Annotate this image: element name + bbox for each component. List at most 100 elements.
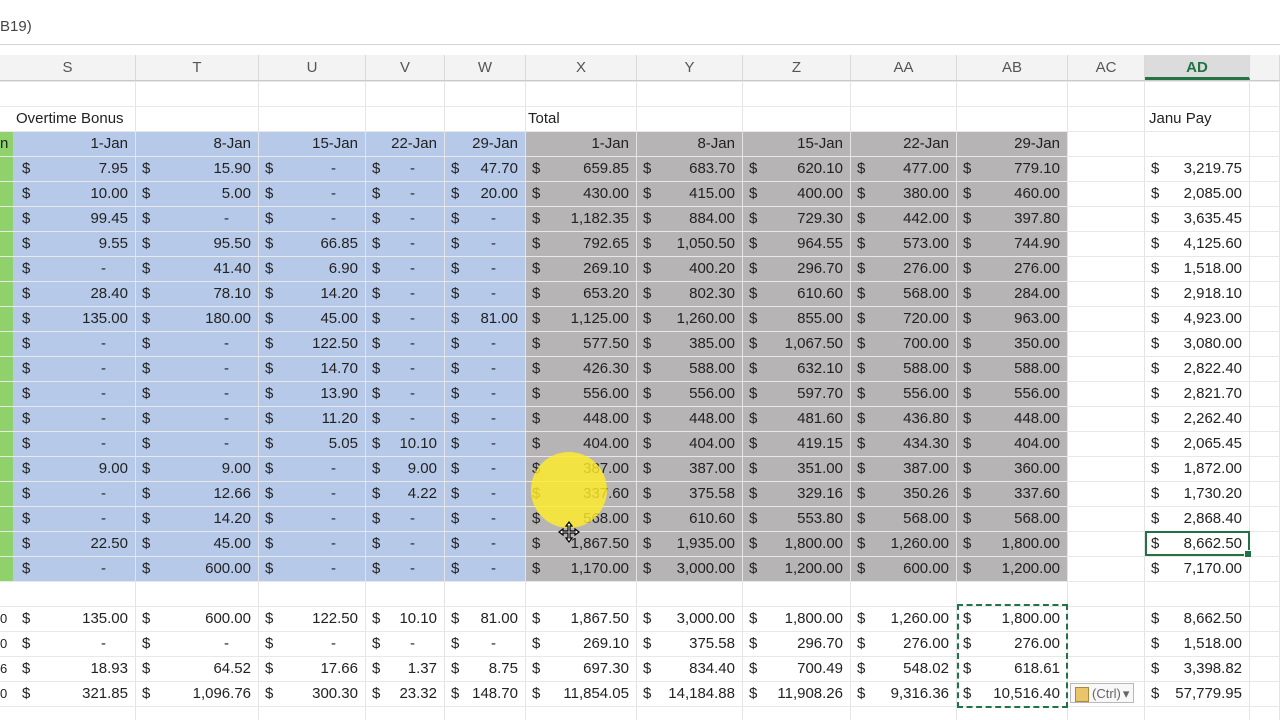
data-cell[interactable]: $180.00 [136,306,259,331]
data-cell[interactable]: $700.49 [743,656,851,681]
data-cell[interactable]: $ - [445,381,526,406]
data-cell[interactable]: $ - [0,381,136,406]
data-cell[interactable]: $397.80 [957,206,1068,231]
data-cell[interactable]: $481.60 [743,406,851,431]
data-cell[interactable]: $41.40 [136,256,259,281]
data-cell[interactable]: $404.00 [526,431,637,456]
column-header-blank[interactable] [1250,55,1280,80]
column-header-ad[interactable]: AD [1145,55,1250,80]
data-cell[interactable]: $1.37 [366,656,445,681]
data-cell[interactable]: $8.75 [445,656,526,681]
column-header-u[interactable]: U [259,55,366,80]
data-cell[interactable]: $729.30 [743,206,851,231]
data-cell[interactable]: $ - [366,531,445,556]
data-cell[interactable]: $ - [259,631,366,656]
data-cell[interactable]: $ - [366,231,445,256]
data-cell[interactable]: $597.70 [743,381,851,406]
data-cell[interactable]: $3,398.82 [1145,656,1250,681]
data-cell[interactable]: $148.70 [445,681,526,706]
formula-bar[interactable]: B19) [0,0,1280,45]
data-cell[interactable]: $434.30 [851,431,957,456]
data-cell[interactable]: $573.00 [851,231,957,256]
data-cell[interactable]: $45.00 [259,306,366,331]
data-cell[interactable]: $610.60 [637,506,743,531]
data-cell[interactable]: $10.10 [366,606,445,631]
data-cell[interactable]: $1,935.00 [637,531,743,556]
data-cell[interactable]: $122.50 [259,606,366,631]
column-header-t[interactable]: T [136,55,259,80]
data-cell[interactable]: $ - [366,506,445,531]
data-cell[interactable]: $556.00 [957,381,1068,406]
data-cell[interactable]: $ - [445,256,526,281]
data-cell[interactable]: $556.00 [526,381,637,406]
data-cell[interactable]: $14,184.88 [637,681,743,706]
data-cell[interactable]: $20.00 [445,181,526,206]
data-cell[interactable]: $10.00 [0,181,136,206]
data-cell[interactable]: $2,262.40 [1145,406,1250,431]
data-cell[interactable]: $11,908.26 [743,681,851,706]
data-cell[interactable]: $1,872.00 [1145,456,1250,481]
data-cell[interactable]: $276.00 [851,631,957,656]
data-cell[interactable]: $13.90 [259,381,366,406]
selected-cell[interactable] [1145,531,1252,558]
data-cell[interactable]: $600.00 [851,556,957,581]
data-cell[interactable]: $2,918.10 [1145,281,1250,306]
data-cell[interactable]: $442.00 [851,206,957,231]
data-cell[interactable]: $600.00 [136,606,259,631]
data-cell[interactable]: $415.00 [637,181,743,206]
data-cell[interactable]: $5.05 [259,431,366,456]
data-cell[interactable]: $ - [366,631,445,656]
column-header-z[interactable]: Z [743,55,851,80]
data-cell[interactable]: $ - [136,206,259,231]
data-cell[interactable]: $ - [445,456,526,481]
data-cell[interactable]: $1,800.00 [957,606,1068,631]
data-cell[interactable]: $ - [445,281,526,306]
data-cell[interactable]: $ - [366,306,445,331]
data-cell[interactable]: $ - [0,431,136,456]
data-cell[interactable]: $568.00 [851,281,957,306]
data-cell[interactable]: $3,219.75 [1145,156,1250,181]
data-cell[interactable]: $350.00 [957,331,1068,356]
data-cell[interactable]: $11,854.05 [526,681,637,706]
data-cell[interactable]: $ - [366,206,445,231]
column-header-x[interactable]: X [526,55,637,80]
data-cell[interactable]: $964.55 [743,231,851,256]
data-cell[interactable]: $385.00 [637,331,743,356]
data-cell[interactable]: $2,868.40 [1145,506,1250,531]
data-cell[interactable]: $375.58 [637,631,743,656]
data-cell[interactable]: $1,200.00 [743,556,851,581]
data-cell[interactable]: $683.70 [637,156,743,181]
data-cell[interactable]: $1,867.50 [526,531,637,556]
data-cell[interactable]: $588.00 [957,356,1068,381]
data-cell[interactable]: $8,662.50 [1145,606,1250,631]
data-cell[interactable]: $1,260.00 [851,531,957,556]
data-cell[interactable]: $ - [366,356,445,381]
data-cell[interactable]: $269.10 [526,631,637,656]
data-cell[interactable]: $553.80 [743,506,851,531]
data-cell[interactable]: $387.00 [851,456,957,481]
data-cell[interactable]: $ - [136,381,259,406]
data-cell[interactable]: $14.20 [259,281,366,306]
data-cell[interactable]: $ - [445,356,526,381]
fill-handle[interactable] [1244,550,1252,558]
data-cell[interactable]: $ - [445,331,526,356]
data-cell[interactable]: $ - [366,406,445,431]
data-cell[interactable]: $ - [0,556,136,581]
data-cell[interactable]: $1,050.50 [637,231,743,256]
data-cell[interactable]: $556.00 [851,381,957,406]
data-cell[interactable]: $548.02 [851,656,957,681]
data-cell[interactable]: $122.50 [259,331,366,356]
data-cell[interactable]: $568.00 [957,506,1068,531]
data-cell[interactable]: $ - [259,156,366,181]
data-cell[interactable]: $3,080.00 [1145,331,1250,356]
data-cell[interactable]: $1,800.00 [957,531,1068,556]
paste-options-button[interactable]: (Ctrl) ▾ [1070,683,1135,703]
column-header-ac[interactable]: AC [1068,55,1145,80]
data-cell[interactable]: $64.52 [136,656,259,681]
data-cell[interactable]: $ - [0,356,136,381]
data-cell[interactable]: $81.00 [445,306,526,331]
data-cell[interactable]: $9.00 [366,456,445,481]
data-cell[interactable]: $1,260.00 [637,306,743,331]
data-cell[interactable]: $135.00 [0,306,136,331]
data-cell[interactable]: $ - [445,556,526,581]
